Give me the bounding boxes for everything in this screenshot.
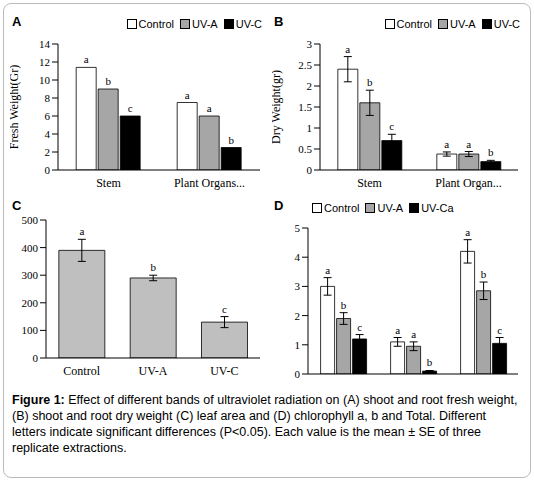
svg-text:100: 100 bbox=[22, 324, 39, 336]
svg-text:2: 2 bbox=[307, 80, 313, 92]
html-text:UV-Ca: UV-Ca bbox=[421, 202, 454, 214]
html-text:UV-A: UV-A bbox=[377, 202, 404, 214]
html-text:UV-A: UV-A bbox=[192, 18, 218, 30]
html-text:Control: Control bbox=[396, 18, 432, 30]
svg-text:3: 3 bbox=[295, 280, 301, 292]
svg-text:Plant Organs...: Plant Organs... bbox=[174, 176, 245, 190]
svg-text:0: 0 bbox=[33, 352, 39, 364]
svg-text:a: a bbox=[185, 89, 190, 101]
svg-text:2.5: 2.5 bbox=[298, 59, 312, 71]
svg-text:b: b bbox=[427, 356, 433, 368]
svg-text:b: b bbox=[481, 268, 487, 280]
svg-text:b: b bbox=[228, 134, 234, 146]
svg-text:a: a bbox=[79, 225, 84, 237]
svg-text:Plant Organ...: Plant Organ... bbox=[435, 176, 501, 190]
svg-text:a: a bbox=[411, 328, 416, 340]
html-text:UV-A: UV-A bbox=[450, 18, 476, 30]
svg-text:0: 0 bbox=[307, 164, 313, 176]
html-text:Figure 1: Effect of different: Figure 1: Effect of different bands of u… bbox=[12, 393, 518, 455]
svg-text:UV-A: UV-A bbox=[139, 364, 168, 378]
svg-text:6: 6 bbox=[45, 110, 51, 122]
svg-text:5: 5 bbox=[295, 222, 301, 234]
svg-text:3: 3 bbox=[307, 38, 313, 50]
html-text:Control: Control bbox=[324, 202, 360, 214]
svg-text:4: 4 bbox=[45, 128, 51, 140]
svg-text:1.5: 1.5 bbox=[298, 101, 312, 113]
svg-text:12: 12 bbox=[39, 56, 50, 68]
svg-text:500: 500 bbox=[22, 214, 39, 226]
svg-text:0: 0 bbox=[295, 368, 301, 380]
svg-text:Control: Control bbox=[63, 364, 100, 378]
svg-text:a: a bbox=[465, 226, 470, 238]
svg-text:Stem: Stem bbox=[96, 176, 121, 190]
svg-text:200: 200 bbox=[22, 297, 39, 309]
svg-text:10: 10 bbox=[39, 74, 51, 86]
html-text:Control: Control bbox=[138, 18, 174, 30]
svg-text:b: b bbox=[367, 76, 373, 88]
svg-text:400: 400 bbox=[22, 242, 39, 254]
svg-text:0: 0 bbox=[45, 164, 51, 176]
svg-text:c: c bbox=[389, 120, 394, 132]
svg-text:c: c bbox=[128, 102, 133, 114]
svg-text:0.5: 0.5 bbox=[298, 143, 312, 155]
svg-text:4: 4 bbox=[295, 251, 301, 263]
svg-text:UV-C: UV-C bbox=[210, 364, 238, 378]
svg-text:a: a bbox=[207, 102, 212, 114]
svg-text:c: c bbox=[222, 303, 227, 315]
svg-text:2: 2 bbox=[45, 146, 51, 158]
svg-text:8: 8 bbox=[45, 92, 51, 104]
html-text:UV-C: UV-C bbox=[493, 18, 520, 30]
svg-text:a: a bbox=[325, 264, 330, 276]
svg-text:b: b bbox=[488, 146, 494, 158]
svg-text:a: a bbox=[84, 53, 89, 65]
svg-text:a: a bbox=[466, 138, 471, 150]
svg-text:Dry Weight(gr): Dry Weight(gr) bbox=[272, 70, 283, 144]
html-text:C: C bbox=[12, 198, 22, 213]
svg-text:a: a bbox=[345, 43, 350, 55]
svg-text:14: 14 bbox=[39, 38, 51, 50]
svg-text:1: 1 bbox=[295, 339, 301, 351]
svg-text:b: b bbox=[341, 299, 347, 311]
svg-text:Fresh Weight(Gr): Fresh Weight(Gr) bbox=[10, 65, 21, 149]
html-text:B: B bbox=[274, 14, 284, 29]
svg-text:a: a bbox=[395, 324, 400, 336]
svg-text:300: 300 bbox=[22, 269, 39, 281]
svg-text:Stem: Stem bbox=[357, 176, 382, 190]
svg-text:c: c bbox=[357, 321, 362, 333]
svg-text:1: 1 bbox=[307, 122, 313, 134]
svg-text:c: c bbox=[497, 324, 502, 336]
svg-text:b: b bbox=[105, 75, 111, 87]
svg-text:a: a bbox=[444, 138, 449, 150]
html-text:D: D bbox=[274, 198, 284, 213]
svg-text:2: 2 bbox=[295, 310, 301, 322]
html-text:UV-C: UV-C bbox=[235, 18, 262, 30]
html-text:A: A bbox=[12, 14, 22, 29]
svg-text:b: b bbox=[150, 261, 156, 273]
